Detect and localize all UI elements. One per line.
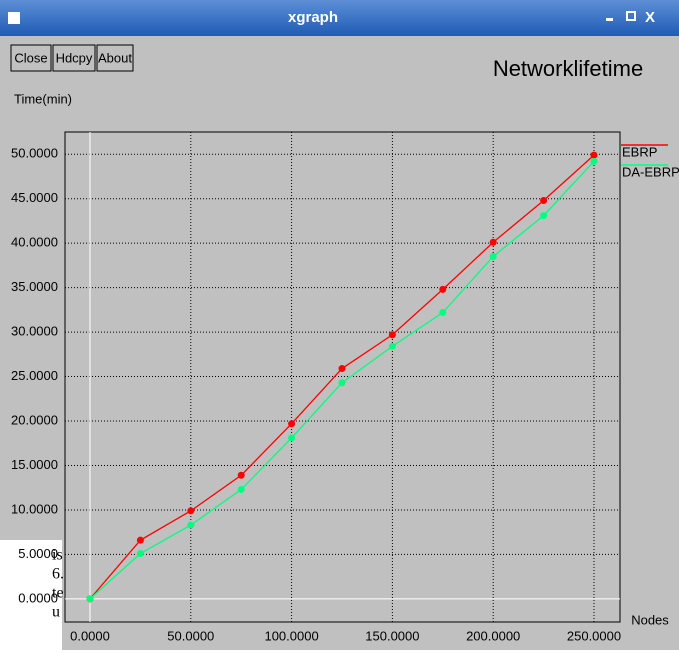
y-tick-label: 35.0000: [11, 279, 58, 294]
background-text: 6.: [52, 566, 64, 583]
title-bar: [0, 0, 679, 36]
x-tick-label: 150.0000: [365, 628, 419, 643]
data-point: [136, 550, 144, 558]
window-menu[interactable]: [8, 12, 20, 24]
data-point: [237, 471, 245, 479]
data-point: [489, 238, 497, 246]
x-tick-label: 100.0000: [264, 628, 318, 643]
x-tick-label: 250.0000: [567, 628, 621, 643]
data-point: [388, 331, 396, 339]
minimize[interactable]: [606, 18, 613, 21]
y-tick-label: 50.0000: [11, 146, 58, 161]
y-tick-label: 15.0000: [11, 457, 58, 472]
y-tick-label: 10.0000: [11, 501, 58, 516]
button-label[interactable]: About: [98, 50, 132, 65]
data-point: [439, 285, 447, 293]
data-point: [388, 342, 396, 350]
data-point: [288, 434, 296, 442]
background-text: u: [52, 604, 60, 621]
data-point: [86, 595, 94, 603]
data-point: [338, 379, 346, 387]
x-axis-label: Nodes: [631, 612, 669, 627]
data-point: [540, 212, 548, 220]
data-point: [237, 485, 245, 493]
maximize[interactable]: [626, 11, 636, 21]
button[interactable]: [96, 44, 134, 72]
x-tick-label: 50.0000: [167, 628, 214, 643]
button-label[interactable]: Hdcpy: [56, 50, 93, 65]
background-text: te: [52, 585, 64, 602]
data-point: [540, 196, 548, 204]
close-x[interactable]: X: [645, 9, 655, 26]
data-point: [489, 253, 497, 261]
y-tick-label: 0.0000: [18, 590, 58, 605]
window-title: xgraph: [288, 9, 338, 26]
legend-label: EBRP: [622, 144, 657, 159]
y-tick-label: 5.0000: [18, 546, 58, 561]
data-point: [338, 365, 346, 373]
y-tick-label: 20.0000: [11, 412, 58, 427]
y-tick-label: 30.0000: [11, 324, 58, 339]
button[interactable]: [10, 44, 52, 72]
data-point: [187, 507, 195, 515]
y-tick-label: 45.0000: [11, 190, 58, 205]
background-text: is: [52, 547, 63, 564]
data-point: [187, 521, 195, 529]
data-point: [136, 536, 144, 544]
data-point: [590, 157, 598, 165]
button[interactable]: [52, 44, 96, 72]
background-document: [0, 540, 62, 650]
data-point: [288, 420, 296, 428]
legend-label: DA-EBRP: [622, 164, 679, 179]
data-point: [439, 309, 447, 317]
data-point: [590, 151, 598, 159]
button-label[interactable]: Close: [14, 50, 47, 65]
y-axis-label: Time(min): [14, 91, 72, 106]
x-tick-label: 0.0000: [70, 628, 110, 643]
chart-title: Networklifetime: [493, 56, 643, 81]
y-tick-label: 25.0000: [11, 368, 58, 383]
x-tick-label: 200.0000: [466, 628, 520, 643]
y-tick-label: 40.0000: [11, 235, 58, 250]
